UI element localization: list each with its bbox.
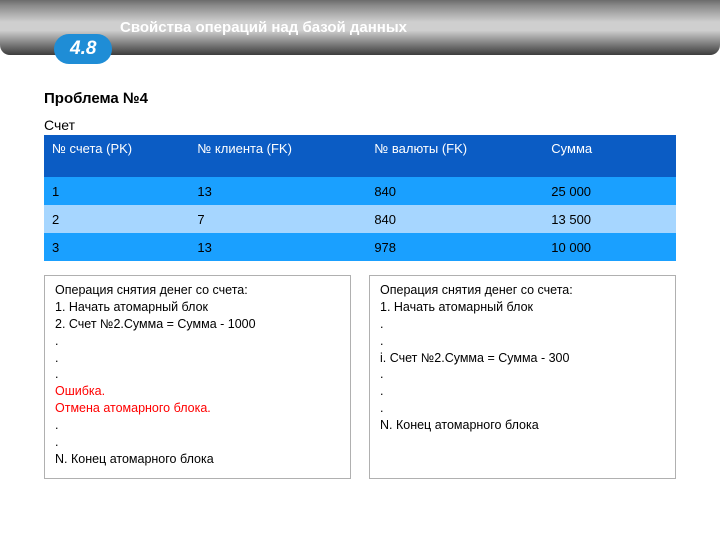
section-badge: 4.8 bbox=[54, 34, 112, 64]
table-cell: 840 bbox=[366, 205, 543, 233]
operation-line: . bbox=[55, 366, 340, 383]
table-cell: 13 bbox=[189, 233, 366, 261]
table-cell: 10 000 bbox=[543, 233, 676, 261]
operation-line: . bbox=[55, 417, 340, 434]
table-cell: 13 500 bbox=[543, 205, 676, 233]
right-operation-panel: Операция снятия денег со счета:1. Начать… bbox=[369, 275, 676, 479]
operation-line: . bbox=[55, 434, 340, 451]
operation-line: Операция снятия денег со счета: bbox=[380, 282, 665, 299]
operation-line: . bbox=[380, 383, 665, 400]
table-cell: 1 bbox=[44, 177, 189, 205]
left-operation-panel: Операция снятия денег со счета:1. Начать… bbox=[44, 275, 351, 479]
table-cell: 13 bbox=[189, 177, 366, 205]
operation-line: . bbox=[380, 316, 665, 333]
table-cell: 3 bbox=[44, 233, 189, 261]
table-cell: 7 bbox=[189, 205, 366, 233]
operation-line: 2. Счет №2.Сумма = Сумма - 1000 bbox=[55, 316, 340, 333]
operation-line: . bbox=[55, 333, 340, 350]
operation-line: N. Конец атомарного блока bbox=[55, 451, 340, 468]
header-title: Свойства операций над базой данных bbox=[120, 19, 407, 36]
operation-line: . bbox=[380, 333, 665, 350]
content: Проблема №4 Счет № счета (PK)№ клиента (… bbox=[0, 72, 720, 261]
panels-row: Операция снятия денег со счета:1. Начать… bbox=[0, 275, 720, 479]
operation-line: . bbox=[55, 350, 340, 367]
operation-line: . bbox=[380, 366, 665, 383]
account-table: № счета (PK)№ клиента (FK)№ валюты (FK)С… bbox=[44, 135, 676, 261]
table-row: 2784013 500 bbox=[44, 205, 676, 233]
problem-title: Проблема №4 bbox=[44, 90, 676, 107]
table-cell: 25 000 bbox=[543, 177, 676, 205]
operation-line: Операция снятия денег со счета: bbox=[55, 282, 340, 299]
operation-line: 1. Начать атомарный блок bbox=[380, 299, 665, 316]
table-header-cell: № счета (PK) bbox=[44, 135, 189, 177]
header: Свойства операций над базой данных 4.8 bbox=[0, 0, 720, 72]
table-header-cell: № клиента (FK) bbox=[189, 135, 366, 177]
table-cell: 840 bbox=[366, 177, 543, 205]
operation-line: Отмена атомарного блока. bbox=[55, 400, 340, 417]
operation-line: i. Счет №2.Сумма = Сумма - 300 bbox=[380, 350, 665, 367]
operation-line: Ошибка. bbox=[55, 383, 340, 400]
table-header-cell: Сумма bbox=[543, 135, 676, 177]
table-row: 31397810 000 bbox=[44, 233, 676, 261]
table-row: 11384025 000 bbox=[44, 177, 676, 205]
table-cell: 978 bbox=[366, 233, 543, 261]
operation-line: 1. Начать атомарный блок bbox=[55, 299, 340, 316]
table-cell: 2 bbox=[44, 205, 189, 233]
table-caption: Счет bbox=[44, 117, 676, 133]
operation-line: . bbox=[380, 400, 665, 417]
operation-line: N. Конец атомарного блока bbox=[380, 417, 665, 434]
table-header-cell: № валюты (FK) bbox=[366, 135, 543, 177]
